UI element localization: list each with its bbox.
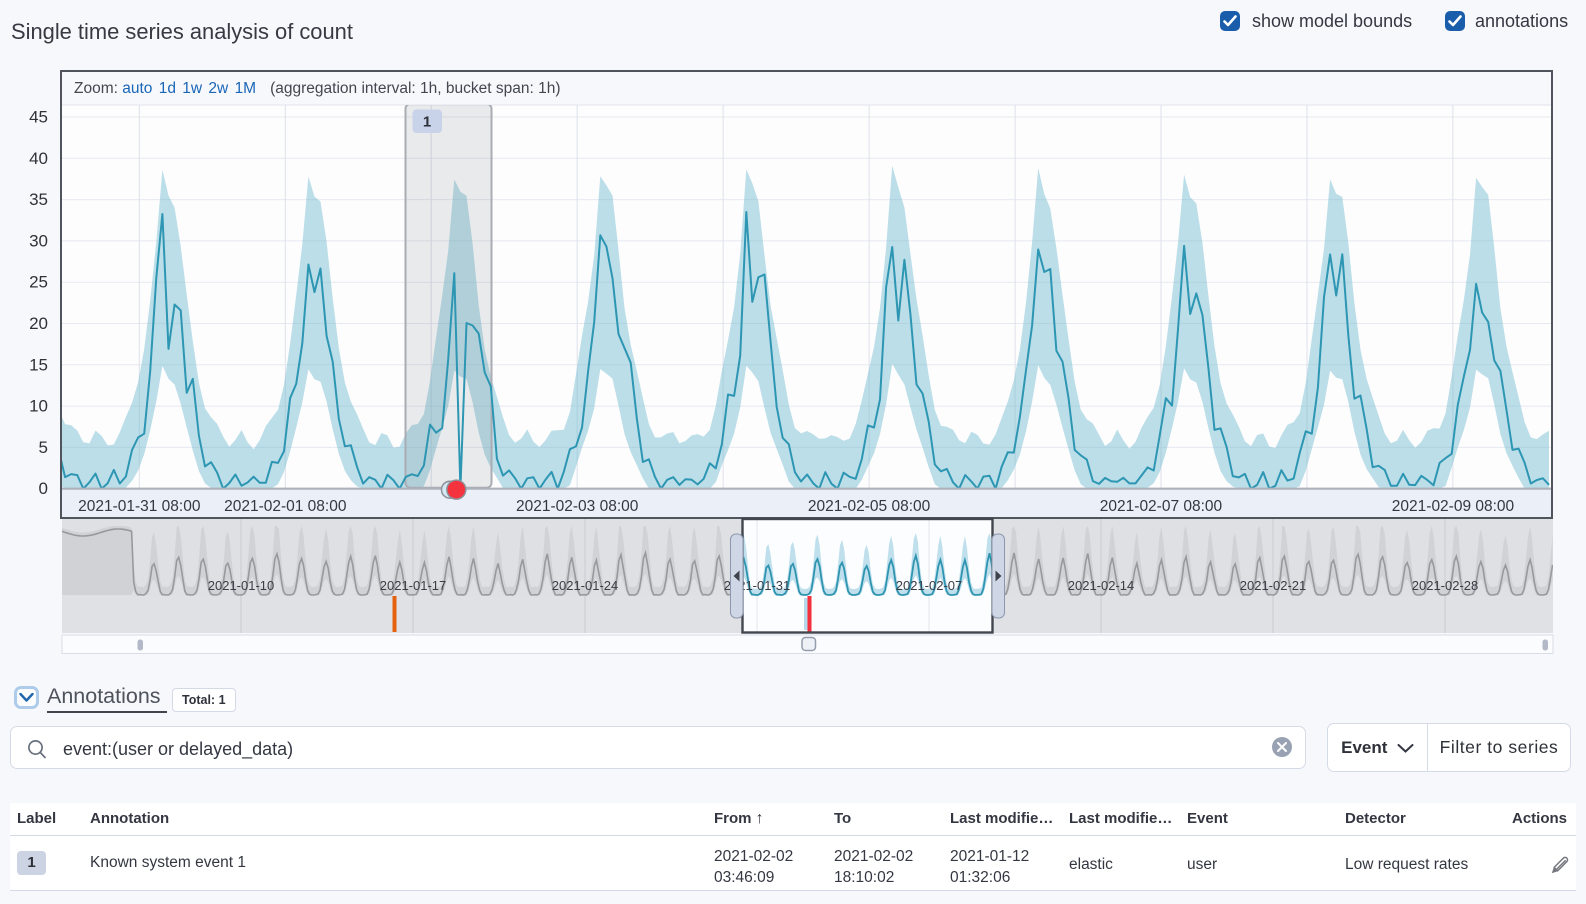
svg-text:2021-02-07 08:00: 2021-02-07 08:00 (1100, 498, 1223, 515)
svg-text:2021-02-21: 2021-02-21 (1240, 578, 1307, 593)
svg-text:10: 10 (29, 397, 48, 416)
svg-text:2021-02-09 08:00: 2021-02-09 08:00 (1392, 498, 1515, 515)
svg-text:5: 5 (39, 438, 48, 457)
svg-text:2021-01-31 08:00: 2021-01-31 08:00 (78, 498, 201, 515)
svg-text:2021-01-24: 2021-01-24 (552, 578, 619, 593)
svg-text:2021-01-17: 2021-01-17 (380, 578, 447, 593)
svg-text:1: 1 (423, 114, 431, 131)
svg-text:15: 15 (29, 355, 48, 374)
svg-text:30: 30 (29, 231, 48, 250)
svg-text:2021-02-14: 2021-02-14 (1068, 578, 1135, 593)
svg-text:2021-02-05 08:00: 2021-02-05 08:00 (808, 498, 931, 515)
svg-text:2021-01-10: 2021-01-10 (208, 578, 275, 593)
svg-text:25: 25 (29, 273, 48, 292)
svg-text:2021-02-28: 2021-02-28 (1412, 578, 1479, 593)
svg-text:35: 35 (29, 190, 48, 209)
svg-text:45: 45 (29, 108, 48, 127)
svg-text:20: 20 (29, 314, 48, 333)
svg-text:40: 40 (29, 149, 48, 168)
svg-text:2021-02-01 08:00: 2021-02-01 08:00 (224, 498, 347, 515)
svg-text:2021-02-07: 2021-02-07 (896, 578, 963, 593)
svg-text:2021-02-03 08:00: 2021-02-03 08:00 (516, 498, 639, 515)
svg-text:0: 0 (39, 479, 48, 498)
